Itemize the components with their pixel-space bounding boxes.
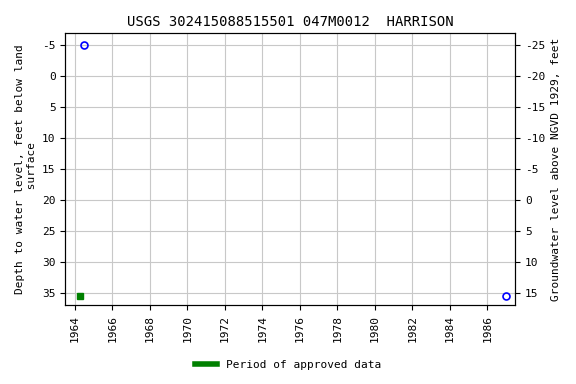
- Title: USGS 302415088515501 047M0012  HARRISON: USGS 302415088515501 047M0012 HARRISON: [127, 15, 454, 29]
- Y-axis label: Depth to water level, feet below land
 surface: Depth to water level, feet below land su…: [15, 44, 37, 294]
- Y-axis label: Groundwater level above NGVD 1929, feet: Groundwater level above NGVD 1929, feet: [551, 38, 561, 301]
- Legend: Period of approved data: Period of approved data: [191, 356, 385, 375]
